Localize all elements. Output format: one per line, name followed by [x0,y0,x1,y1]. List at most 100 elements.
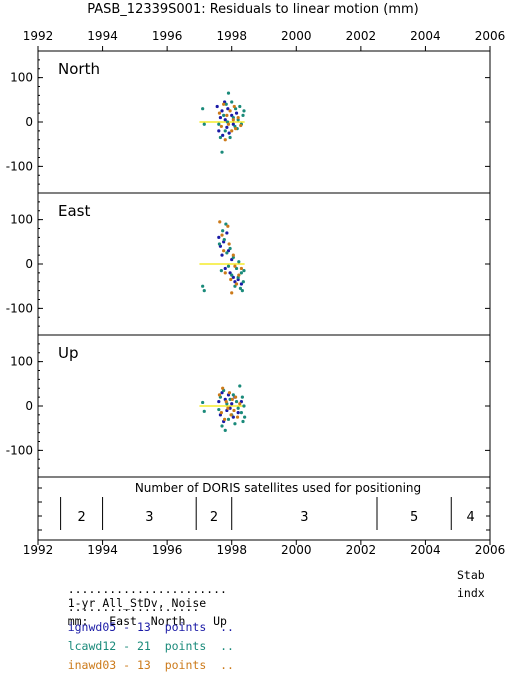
solution-unit: points [164,639,207,653]
data-point [223,266,227,271]
data-point [230,100,234,104]
data-point [215,104,219,109]
solution-tail: .. [220,658,234,672]
data-point [239,123,243,128]
data-point [201,400,205,405]
data-point [233,264,237,268]
data-point [224,399,228,404]
data-point [234,266,239,271]
data-point [231,253,235,257]
data-point [232,408,236,413]
data-point [239,399,243,404]
series-igs [215,100,239,137]
data-point [240,289,244,293]
satellite-count-label: 2 [77,510,85,525]
panel-label: Up [58,344,79,362]
data-point [235,415,240,419]
data-point [231,122,235,126]
data-point [220,233,224,237]
data-point [227,391,232,395]
data-point [237,273,241,277]
x-tick-label-bottom: 1996 [152,543,183,557]
data-point [231,255,235,259]
solution-separator: - [123,658,131,672]
data-point [228,246,232,251]
x-tick-label-top: 2004 [410,29,441,43]
series-ina [217,386,242,421]
data-point [240,395,244,399]
x-tick-label-bottom: 2002 [346,543,377,557]
data-point [229,413,233,417]
data-point [230,113,234,117]
data-point [231,115,235,120]
solution-tail: .. [220,620,234,634]
footer-header-right-1: Stab [457,568,485,582]
solution-name: lcawd12 [67,639,117,653]
data-point [229,277,233,282]
footer-header-line-2: ................... mm: East North Up [40,586,227,642]
y-tick-label: 0 [25,257,33,271]
y-tick-label: 100 [10,355,33,369]
x-tick-label-bottom: 1998 [216,543,247,557]
data-point [221,229,225,233]
data-point [230,273,234,277]
data-point [222,249,226,253]
data-point [239,271,243,275]
data-point [230,397,234,401]
solution-count: 13 [136,658,151,672]
data-point [227,131,231,135]
data-point [228,271,232,275]
data-point [217,242,222,246]
footer-solution-row: lcawd12 - 21 points .. [40,625,234,667]
y-tick-label: 100 [10,213,33,227]
data-point [225,125,229,129]
data-point [219,269,223,273]
data-point [233,395,238,399]
data-point [236,115,240,120]
data-point [228,135,232,140]
data-point [221,133,225,137]
data-point [230,291,234,295]
data-point [233,422,237,426]
x-tick-label-top: 1998 [216,29,247,43]
data-point [232,104,236,109]
data-point [220,253,224,257]
x-tick-label-bottom: 2000 [281,543,312,557]
data-point [226,264,231,268]
data-point [226,107,230,111]
data-point [218,135,223,140]
data-point [217,399,221,404]
footer-header-line-1: ....................... 1-yr All_StDv, N… [40,568,227,624]
x-tick-label-bottom: 2006 [475,543,506,557]
solution-unit: points [164,658,207,672]
y-tick-label: 0 [25,399,33,413]
satellite-count-label: 4 [466,510,474,525]
x-tick-label-bottom: 1994 [87,543,118,557]
data-point [202,409,206,413]
data-point [217,129,221,133]
data-point [217,393,222,397]
panel-label: North [58,60,100,78]
data-point [223,428,227,433]
data-point [219,411,223,415]
data-point [225,231,229,235]
data-point [242,269,246,273]
series-ina [217,102,243,142]
solution-name: inawd03 [67,658,117,672]
footer-header-text-1: 1-yr All_StDv, Noise [67,596,207,610]
data-point [223,271,227,275]
data-point [241,280,245,284]
data-point [201,107,205,111]
data-point [217,111,222,115]
data-point [236,411,240,415]
data-point [231,275,235,279]
data-point [234,282,239,286]
data-point [202,122,206,126]
data-point [241,113,245,117]
y-tick-label: -100 [6,159,33,173]
data-point [236,118,240,122]
data-point [230,402,234,406]
data-point [223,417,227,421]
data-point [228,397,232,401]
x-tick-label-top: 2006 [475,29,506,43]
